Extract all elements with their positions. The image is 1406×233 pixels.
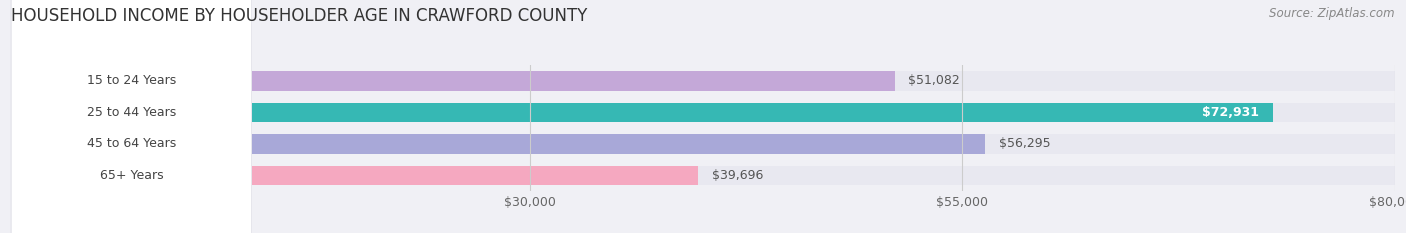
Text: $39,696: $39,696 <box>711 169 763 182</box>
Bar <box>11 103 1395 122</box>
FancyBboxPatch shape <box>11 0 252 233</box>
Text: $56,295: $56,295 <box>998 137 1050 150</box>
Text: $72,931: $72,931 <box>1202 106 1258 119</box>
Bar <box>11 134 1395 154</box>
Text: 15 to 24 Years: 15 to 24 Years <box>87 75 176 87</box>
FancyBboxPatch shape <box>11 0 252 233</box>
Text: 25 to 44 Years: 25 to 44 Years <box>87 106 176 119</box>
Text: 65+ Years: 65+ Years <box>100 169 163 182</box>
Text: Source: ZipAtlas.com: Source: ZipAtlas.com <box>1270 7 1395 20</box>
Bar <box>11 166 697 185</box>
Bar <box>11 134 984 154</box>
Bar <box>11 103 1272 122</box>
Bar <box>11 71 894 91</box>
Bar <box>11 166 1395 185</box>
FancyBboxPatch shape <box>11 0 252 233</box>
Text: $51,082: $51,082 <box>908 75 960 87</box>
Text: HOUSEHOLD INCOME BY HOUSEHOLDER AGE IN CRAWFORD COUNTY: HOUSEHOLD INCOME BY HOUSEHOLDER AGE IN C… <box>11 7 588 25</box>
Bar <box>11 71 1395 91</box>
FancyBboxPatch shape <box>11 0 252 233</box>
Text: 45 to 64 Years: 45 to 64 Years <box>87 137 176 150</box>
